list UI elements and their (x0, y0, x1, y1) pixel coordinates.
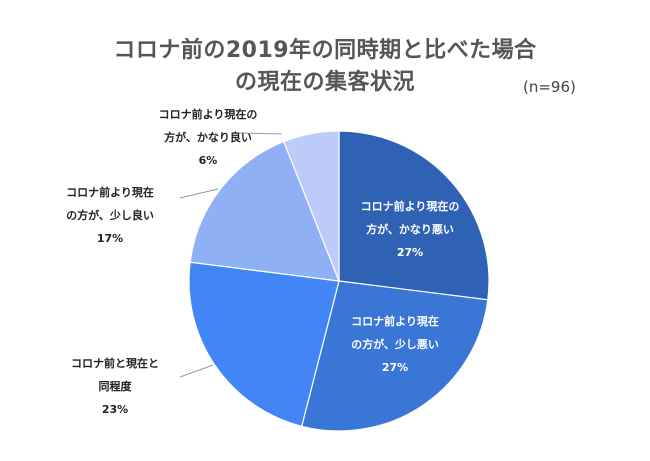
slice-label: 方が、かなり悪い (366, 222, 454, 236)
slice-label: コロナ前より現在の (159, 107, 258, 121)
slice-percent-label: 27% (382, 361, 408, 374)
pie-slice (300, 280, 489, 432)
sample-size: (n=96) (523, 78, 576, 96)
slice-label: 方が、かなり良い (164, 130, 252, 144)
slice-percent-label: 23% (102, 403, 128, 416)
slice-label: コロナ前より現在の (361, 199, 460, 213)
slice-label: コロナ前より現在 (351, 314, 439, 328)
slice-label: コロナ前より現在 (66, 185, 154, 199)
slice-label: コロナ前と現在と (71, 356, 159, 370)
pie-slice (188, 261, 340, 428)
pie-slice (338, 130, 490, 301)
slice-percent-label: 27% (397, 246, 423, 259)
leader-line (179, 364, 214, 378)
slice-label: 同程度 (99, 379, 133, 393)
leader-line (179, 188, 219, 199)
slice-label: の方が、少し良い (66, 208, 154, 222)
pie-slice (283, 130, 340, 282)
chart-title-line-2: の現在の集客状況 (234, 70, 415, 95)
leader-line (236, 132, 283, 135)
slice-label: の方が、少し悪い (351, 337, 439, 351)
slice-percent-label: 17% (97, 232, 123, 245)
pie-slice (189, 140, 340, 282)
slice-percent-label: 6% (199, 154, 218, 167)
chart-title-line-1: コロナ前の2019年の同時期と比べた場合 (113, 38, 537, 63)
